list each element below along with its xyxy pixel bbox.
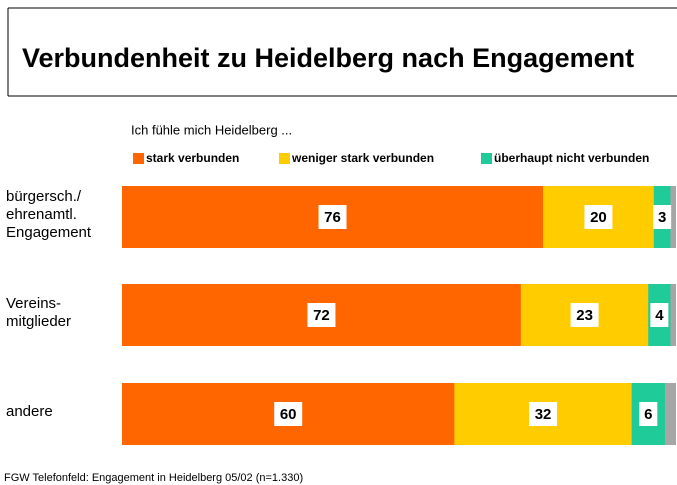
category-label: Vereins- mitglieder <box>6 295 72 330</box>
chart-title: Verbundenheit zu Heidelberg nach Engagem… <box>22 43 634 73</box>
value-label-box <box>274 402 303 426</box>
value-label: 72 <box>313 307 330 324</box>
legend-swatch <box>481 153 492 164</box>
source: FGW Telefonfeld: Engagement in Heidelber… <box>4 472 303 484</box>
value-label: 60 <box>280 406 297 423</box>
value-label-box <box>653 205 672 229</box>
value-label-box <box>650 303 669 327</box>
category-label: bürgersch./ ehrenamtl. Engagement <box>6 188 92 241</box>
value-label-box <box>584 205 613 229</box>
value-label: 6 <box>644 406 652 423</box>
legend-swatch <box>133 153 144 164</box>
value-label: 76 <box>324 209 341 226</box>
category-label: andere <box>6 403 53 420</box>
legend-label: überhaupt nicht verbunden <box>494 151 649 165</box>
legend-label: weniger stark verbunden <box>291 151 434 165</box>
legend-label: stark verbunden <box>146 151 239 165</box>
value-label: 4 <box>655 307 664 324</box>
value-label: 23 <box>576 307 593 324</box>
value-label: 32 <box>535 406 552 423</box>
value-label-box <box>307 303 336 327</box>
value-label-box <box>529 402 558 426</box>
value-label: 3 <box>658 209 666 226</box>
legend-swatch <box>279 153 290 164</box>
value-label: 20 <box>590 209 607 226</box>
value-label-box <box>570 303 599 327</box>
subtitle: Ich fühle mich Heidelberg ... <box>131 122 292 137</box>
value-label-box <box>318 205 347 229</box>
value-label-box <box>639 402 658 426</box>
